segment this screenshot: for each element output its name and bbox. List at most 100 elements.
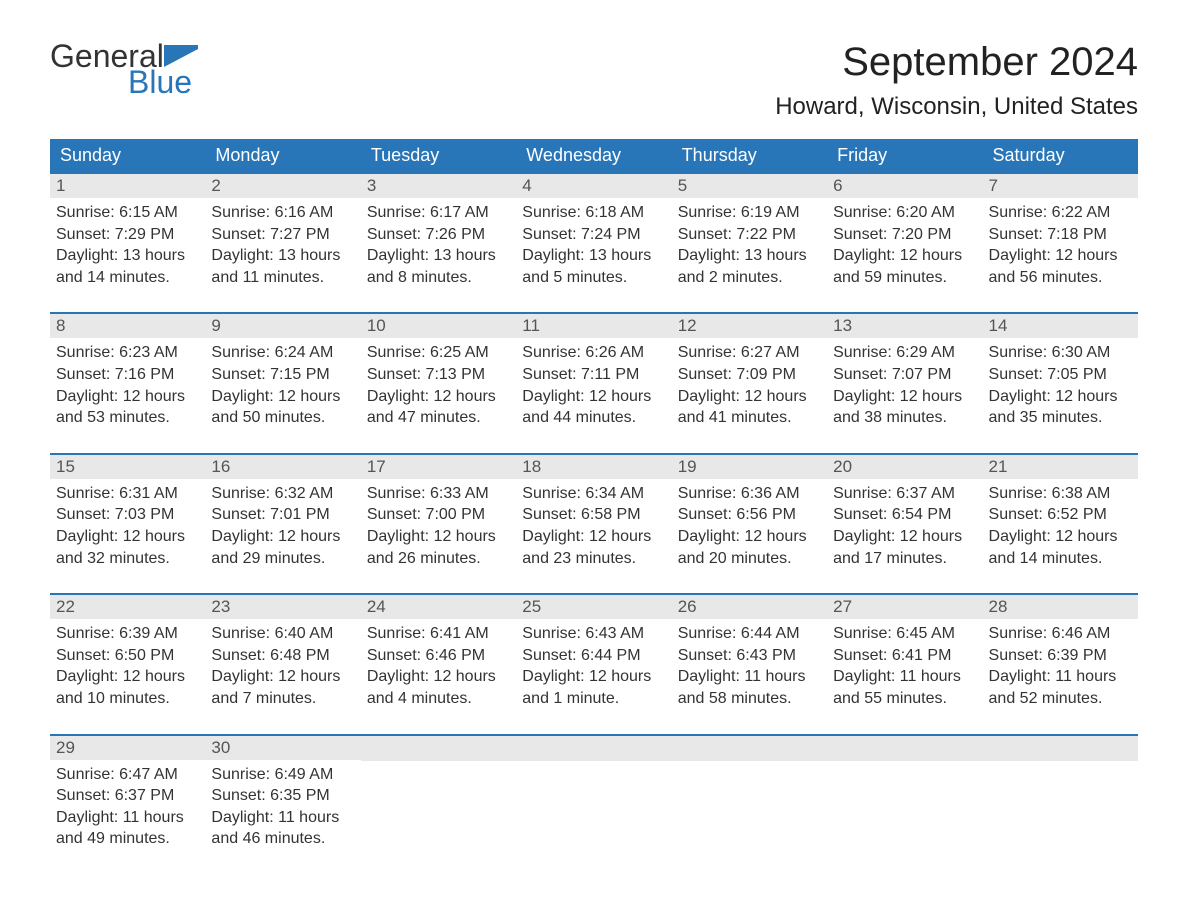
day-number: 7 bbox=[983, 174, 1138, 198]
daylight-line: Daylight: 13 hours and 14 minutes. bbox=[56, 245, 199, 288]
sunrise-line: Sunrise: 6:36 AM bbox=[678, 483, 821, 505]
day-detail: Sunrise: 6:17 AMSunset: 7:26 PMDaylight:… bbox=[361, 198, 516, 312]
calendar-cell: 29Sunrise: 6:47 AMSunset: 6:37 PMDayligh… bbox=[50, 734, 205, 874]
day-number: 21 bbox=[983, 455, 1138, 479]
day-number: 11 bbox=[516, 314, 671, 338]
daylight-line: Daylight: 12 hours and 47 minutes. bbox=[367, 386, 510, 429]
daylight-line: Daylight: 12 hours and 56 minutes. bbox=[989, 245, 1132, 288]
daylight-line: Daylight: 12 hours and 17 minutes. bbox=[833, 526, 976, 569]
sunrise-line: Sunrise: 6:47 AM bbox=[56, 764, 199, 786]
sunset-line: Sunset: 7:13 PM bbox=[367, 364, 510, 386]
daylight-line: Daylight: 11 hours and 49 minutes. bbox=[56, 807, 199, 850]
sunset-line: Sunset: 7:16 PM bbox=[56, 364, 199, 386]
calendar-cell: 28Sunrise: 6:46 AMSunset: 6:39 PMDayligh… bbox=[983, 593, 1138, 733]
day-header: Saturday bbox=[983, 139, 1138, 172]
sunset-line: Sunset: 7:27 PM bbox=[211, 224, 354, 246]
day-number: 13 bbox=[827, 314, 982, 338]
sunset-line: Sunset: 7:18 PM bbox=[989, 224, 1132, 246]
day-detail: Sunrise: 6:16 AMSunset: 7:27 PMDaylight:… bbox=[205, 198, 360, 312]
day-detail: Sunrise: 6:32 AMSunset: 7:01 PMDaylight:… bbox=[205, 479, 360, 593]
week-row: 29Sunrise: 6:47 AMSunset: 6:37 PMDayligh… bbox=[50, 734, 1138, 874]
day-detail: Sunrise: 6:19 AMSunset: 7:22 PMDaylight:… bbox=[672, 198, 827, 312]
day-detail: Sunrise: 6:31 AMSunset: 7:03 PMDaylight:… bbox=[50, 479, 205, 593]
sunrise-line: Sunrise: 6:45 AM bbox=[833, 623, 976, 645]
day-number: 18 bbox=[516, 455, 671, 479]
calendar-cell: 27Sunrise: 6:45 AMSunset: 6:41 PMDayligh… bbox=[827, 593, 982, 733]
day-detail: Sunrise: 6:20 AMSunset: 7:20 PMDaylight:… bbox=[827, 198, 982, 312]
sunset-line: Sunset: 6:37 PM bbox=[56, 785, 199, 807]
daylight-line: Daylight: 12 hours and 26 minutes. bbox=[367, 526, 510, 569]
daylight-line: Daylight: 12 hours and 38 minutes. bbox=[833, 386, 976, 429]
day-number: 22 bbox=[50, 595, 205, 619]
day-number: 26 bbox=[672, 595, 827, 619]
week-row: 8Sunrise: 6:23 AMSunset: 7:16 PMDaylight… bbox=[50, 312, 1138, 452]
week-row: 15Sunrise: 6:31 AMSunset: 7:03 PMDayligh… bbox=[50, 453, 1138, 593]
calendar-cell: 4Sunrise: 6:18 AMSunset: 7:24 PMDaylight… bbox=[516, 172, 671, 312]
calendar-table: SundayMondayTuesdayWednesdayThursdayFrid… bbox=[50, 139, 1138, 874]
day-header: Friday bbox=[827, 139, 982, 172]
daylight-line: Daylight: 12 hours and 14 minutes. bbox=[989, 526, 1132, 569]
daylight-line: Daylight: 11 hours and 46 minutes. bbox=[211, 807, 354, 850]
sunset-line: Sunset: 6:54 PM bbox=[833, 504, 976, 526]
sunrise-line: Sunrise: 6:22 AM bbox=[989, 202, 1132, 224]
sunset-line: Sunset: 6:35 PM bbox=[211, 785, 354, 807]
daylight-line: Daylight: 12 hours and 20 minutes. bbox=[678, 526, 821, 569]
day-detail: Sunrise: 6:46 AMSunset: 6:39 PMDaylight:… bbox=[983, 619, 1138, 733]
day-number: 2 bbox=[205, 174, 360, 198]
day-detail: Sunrise: 6:29 AMSunset: 7:07 PMDaylight:… bbox=[827, 338, 982, 452]
daylight-line: Daylight: 12 hours and 53 minutes. bbox=[56, 386, 199, 429]
day-detail: Sunrise: 6:22 AMSunset: 7:18 PMDaylight:… bbox=[983, 198, 1138, 312]
day-number: 20 bbox=[827, 455, 982, 479]
daylight-line: Daylight: 13 hours and 8 minutes. bbox=[367, 245, 510, 288]
day-header: Tuesday bbox=[361, 139, 516, 172]
brand-logo: General Blue bbox=[50, 40, 198, 98]
calendar-cell: 3Sunrise: 6:17 AMSunset: 7:26 PMDaylight… bbox=[361, 172, 516, 312]
calendar-cell: 6Sunrise: 6:20 AMSunset: 7:20 PMDaylight… bbox=[827, 172, 982, 312]
day-detail: Sunrise: 6:37 AMSunset: 6:54 PMDaylight:… bbox=[827, 479, 982, 593]
sunrise-line: Sunrise: 6:30 AM bbox=[989, 342, 1132, 364]
sunrise-line: Sunrise: 6:27 AM bbox=[678, 342, 821, 364]
sunrise-line: Sunrise: 6:26 AM bbox=[522, 342, 665, 364]
sunrise-line: Sunrise: 6:38 AM bbox=[989, 483, 1132, 505]
calendar-cell bbox=[983, 734, 1138, 874]
day-header: Monday bbox=[205, 139, 360, 172]
sunset-line: Sunset: 6:43 PM bbox=[678, 645, 821, 667]
day-detail: Sunrise: 6:27 AMSunset: 7:09 PMDaylight:… bbox=[672, 338, 827, 452]
sunrise-line: Sunrise: 6:32 AM bbox=[211, 483, 354, 505]
calendar-cell: 12Sunrise: 6:27 AMSunset: 7:09 PMDayligh… bbox=[672, 312, 827, 452]
week-row: 22Sunrise: 6:39 AMSunset: 6:50 PMDayligh… bbox=[50, 593, 1138, 733]
daylight-line: Daylight: 12 hours and 50 minutes. bbox=[211, 386, 354, 429]
daylight-line: Daylight: 13 hours and 11 minutes. bbox=[211, 245, 354, 288]
daylight-line: Daylight: 11 hours and 55 minutes. bbox=[833, 666, 976, 709]
sunrise-line: Sunrise: 6:41 AM bbox=[367, 623, 510, 645]
day-number: 3 bbox=[361, 174, 516, 198]
calendar-cell: 30Sunrise: 6:49 AMSunset: 6:35 PMDayligh… bbox=[205, 734, 360, 874]
calendar-cell: 8Sunrise: 6:23 AMSunset: 7:16 PMDaylight… bbox=[50, 312, 205, 452]
sunrise-line: Sunrise: 6:44 AM bbox=[678, 623, 821, 645]
empty-day bbox=[983, 736, 1138, 761]
calendar-cell: 2Sunrise: 6:16 AMSunset: 7:27 PMDaylight… bbox=[205, 172, 360, 312]
day-detail: Sunrise: 6:45 AMSunset: 6:41 PMDaylight:… bbox=[827, 619, 982, 733]
sunset-line: Sunset: 7:24 PM bbox=[522, 224, 665, 246]
calendar-cell: 5Sunrise: 6:19 AMSunset: 7:22 PMDaylight… bbox=[672, 172, 827, 312]
sunrise-line: Sunrise: 6:40 AM bbox=[211, 623, 354, 645]
sunset-line: Sunset: 7:11 PM bbox=[522, 364, 665, 386]
day-detail: Sunrise: 6:34 AMSunset: 6:58 PMDaylight:… bbox=[516, 479, 671, 593]
day-number: 15 bbox=[50, 455, 205, 479]
sunrise-line: Sunrise: 6:33 AM bbox=[367, 483, 510, 505]
day-number: 17 bbox=[361, 455, 516, 479]
day-number: 6 bbox=[827, 174, 982, 198]
sunset-line: Sunset: 7:00 PM bbox=[367, 504, 510, 526]
sunrise-line: Sunrise: 6:25 AM bbox=[367, 342, 510, 364]
day-number: 14 bbox=[983, 314, 1138, 338]
sunrise-line: Sunrise: 6:16 AM bbox=[211, 202, 354, 224]
daylight-line: Daylight: 11 hours and 52 minutes. bbox=[989, 666, 1132, 709]
day-number: 28 bbox=[983, 595, 1138, 619]
day-number: 25 bbox=[516, 595, 671, 619]
calendar-cell: 22Sunrise: 6:39 AMSunset: 6:50 PMDayligh… bbox=[50, 593, 205, 733]
daylight-line: Daylight: 13 hours and 5 minutes. bbox=[522, 245, 665, 288]
title-block: September 2024 Howard, Wisconsin, United… bbox=[775, 40, 1138, 121]
sunrise-line: Sunrise: 6:39 AM bbox=[56, 623, 199, 645]
sunrise-line: Sunrise: 6:15 AM bbox=[56, 202, 199, 224]
calendar-cell: 14Sunrise: 6:30 AMSunset: 7:05 PMDayligh… bbox=[983, 312, 1138, 452]
